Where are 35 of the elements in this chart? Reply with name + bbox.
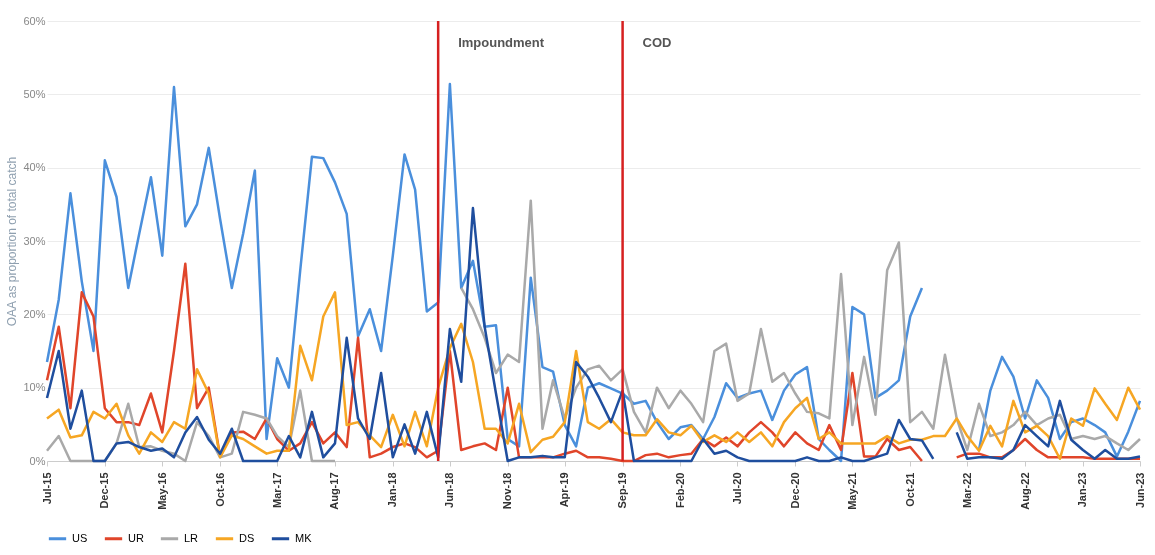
- y-tick-label: 30%: [23, 234, 46, 247]
- x-tick-label: Feb-20: [673, 472, 686, 508]
- x-tick-label: Dec-15: [98, 472, 111, 509]
- x-tick-label: Aug-22: [1018, 472, 1031, 510]
- ref-line-label: Impoundment: [458, 35, 545, 50]
- x-tick-label: Mar-22: [960, 472, 973, 508]
- y-tick-label: 0%: [29, 454, 46, 467]
- x-tick-label: Jun-18: [443, 472, 456, 508]
- x-tick-label: Jun-23: [1133, 472, 1146, 508]
- x-tick-label: Oct-16: [213, 472, 226, 507]
- x-tick-label: Nov-18: [501, 472, 514, 510]
- x-tick-label: May-21: [845, 472, 858, 510]
- y-tick-label: 10%: [23, 381, 46, 394]
- x-tick-label: Jul-20: [730, 472, 743, 505]
- legend-label: US: [72, 531, 88, 544]
- legend-label: MK: [295, 531, 313, 544]
- y-tick-label: 50%: [23, 87, 46, 100]
- x-tick-label: May-16: [155, 472, 168, 510]
- legend-label: UR: [128, 531, 144, 544]
- y-tick-label: 60%: [23, 14, 46, 27]
- ref-line-label: COD: [642, 35, 672, 50]
- x-tick-label: Jul-15: [40, 472, 53, 505]
- x-tick-label: Sep-19: [616, 472, 629, 509]
- legend-label: DS: [239, 531, 255, 544]
- x-tick-label: Jan-18: [386, 472, 399, 508]
- y-axis-title: OAA as proportion of total catch: [5, 156, 20, 327]
- x-tick-label: Oct-21: [903, 472, 916, 507]
- y-tick-label: 20%: [23, 307, 46, 320]
- x-tick-label: Mar-17: [270, 472, 283, 508]
- legend-label: LR: [184, 531, 199, 544]
- x-tick-label: Dec-20: [788, 472, 801, 509]
- y-tick-label: 40%: [23, 161, 46, 174]
- x-tick-label: Aug-17: [328, 472, 341, 510]
- x-tick-label: Jan-23: [1076, 472, 1089, 508]
- x-tick-label: Apr-19: [558, 472, 571, 508]
